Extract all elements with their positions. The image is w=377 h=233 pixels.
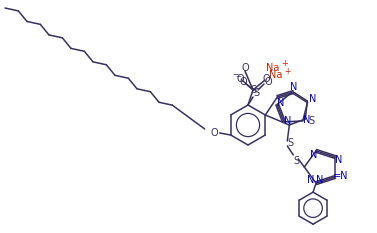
Text: N: N bbox=[336, 155, 343, 165]
Text: S: S bbox=[308, 116, 314, 126]
Text: O: O bbox=[262, 74, 270, 84]
Text: N: N bbox=[277, 98, 285, 108]
Text: −: − bbox=[232, 71, 238, 79]
Text: N: N bbox=[307, 175, 315, 185]
Text: S: S bbox=[287, 138, 293, 148]
Text: O: O bbox=[264, 77, 272, 87]
Text: N: N bbox=[310, 150, 318, 160]
Text: S: S bbox=[293, 156, 299, 166]
Text: O: O bbox=[241, 63, 249, 73]
Text: N: N bbox=[309, 94, 316, 104]
Text: O: O bbox=[239, 77, 247, 87]
Text: O: O bbox=[236, 74, 244, 84]
Text: N: N bbox=[316, 175, 324, 185]
Text: +: + bbox=[284, 66, 290, 75]
Text: Na: Na bbox=[266, 63, 280, 73]
Text: N: N bbox=[303, 115, 310, 125]
Text: O: O bbox=[211, 128, 219, 138]
Text: −: − bbox=[235, 74, 241, 80]
Text: S: S bbox=[253, 88, 259, 98]
Text: =N: =N bbox=[333, 171, 349, 181]
Text: S: S bbox=[250, 85, 256, 95]
Text: Na: Na bbox=[269, 70, 283, 80]
Text: N: N bbox=[290, 82, 297, 92]
Text: +: + bbox=[282, 59, 288, 69]
Text: N: N bbox=[284, 116, 292, 126]
